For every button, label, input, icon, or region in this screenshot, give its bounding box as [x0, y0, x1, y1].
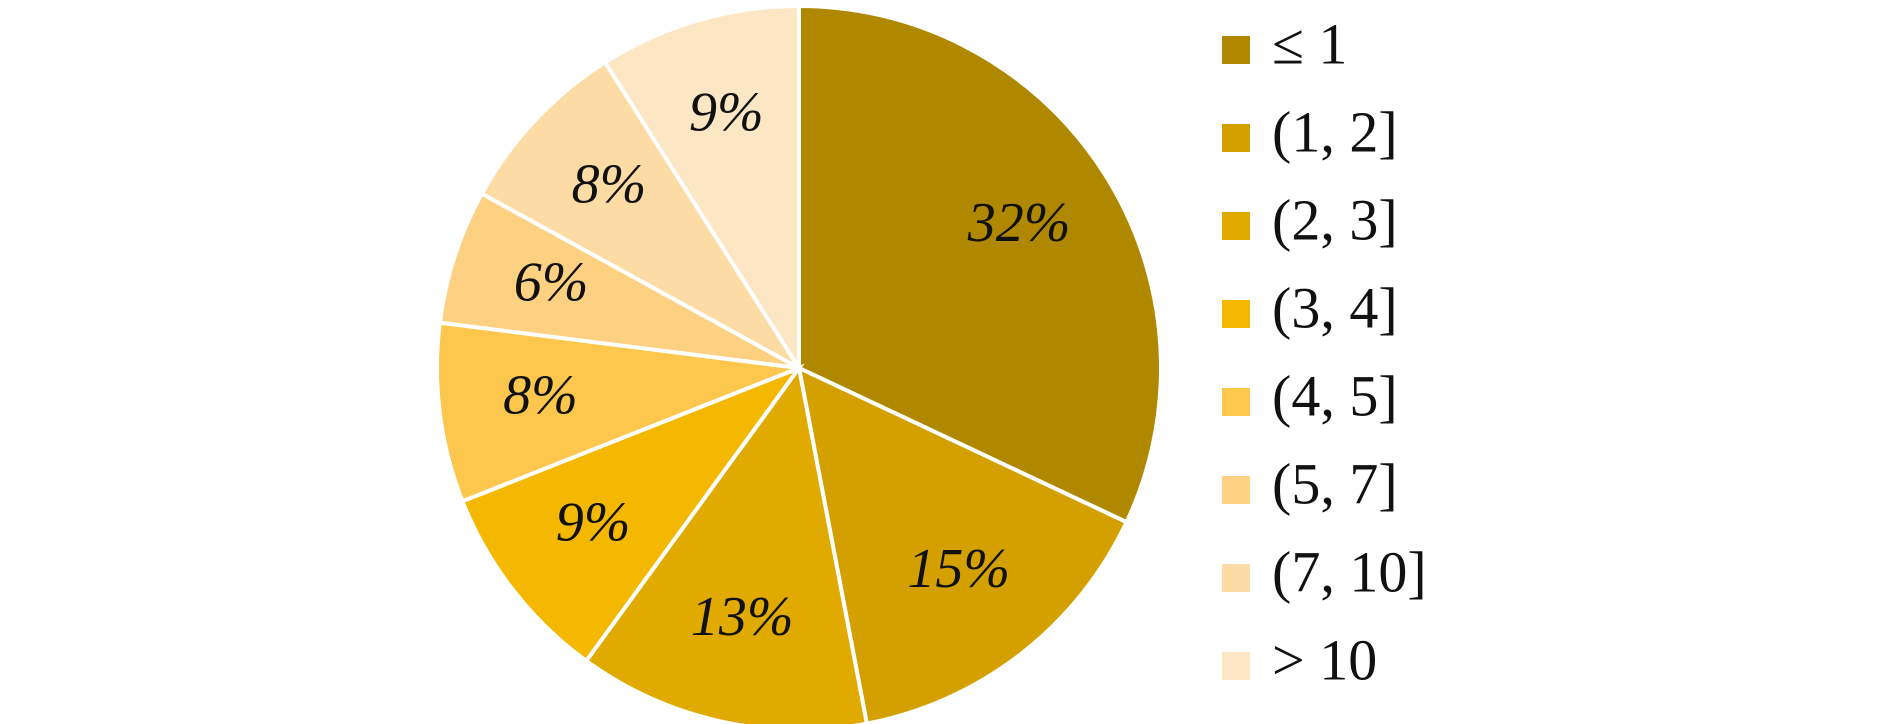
legend-label: (4, 5]: [1272, 363, 1398, 428]
slice-label: 9%: [689, 82, 764, 144]
slice-label: 9%: [556, 492, 631, 554]
legend-label: (7, 10]: [1272, 539, 1427, 604]
legend-swatch: [1222, 212, 1250, 240]
slice-label: 8%: [572, 153, 647, 215]
pie-slice: [602, 3, 801, 375]
pie-slice: [797, 3, 1164, 525]
legend-swatch: [1222, 124, 1250, 152]
pie-slice: [435, 320, 800, 504]
slice-label: 13%: [691, 586, 794, 648]
pie-slice: [583, 363, 869, 724]
slice-label: 32%: [967, 192, 1071, 254]
legend-swatch: [1222, 564, 1250, 592]
pie-slice: [796, 364, 1130, 724]
slice-label: 15%: [907, 538, 1010, 600]
legend-label: (1, 2]: [1272, 99, 1398, 164]
legend-label: (2, 3]: [1272, 187, 1398, 252]
slice-label: 6%: [514, 251, 589, 313]
pie-slice: [459, 363, 805, 664]
legend-swatch: [1222, 476, 1250, 504]
legend-swatch: [1222, 652, 1250, 680]
legend-label: > 10: [1272, 627, 1377, 692]
legend-label: ≤ 1: [1272, 11, 1347, 76]
slice-label: 8%: [503, 365, 578, 427]
legend-swatch: [1222, 388, 1250, 416]
pie-slice: [479, 59, 801, 370]
pie-slice: [437, 190, 800, 370]
legend-label: (5, 7]: [1272, 451, 1398, 516]
legend-swatch: [1222, 36, 1250, 64]
legend-swatch: [1222, 300, 1250, 328]
legend-label: (3, 4]: [1272, 275, 1398, 340]
